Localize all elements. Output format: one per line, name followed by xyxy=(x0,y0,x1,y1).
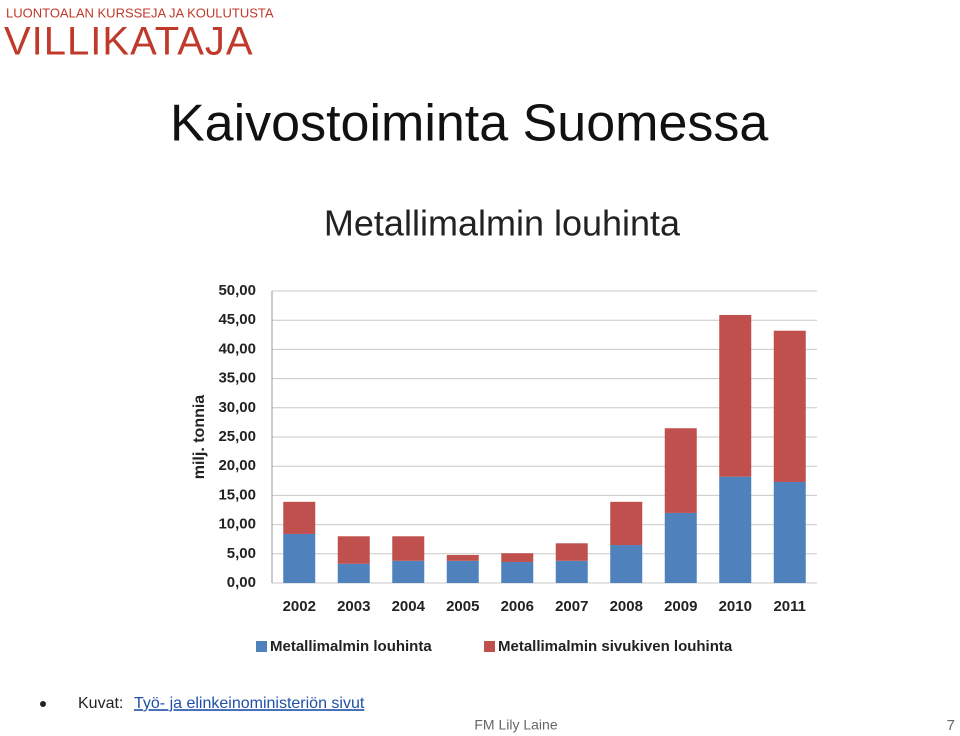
bar-segment xyxy=(283,533,316,583)
y-tick-label: 20,00 xyxy=(218,457,256,474)
x-tick-label: 2010 xyxy=(719,598,752,615)
bar-segment xyxy=(719,476,752,583)
legend-label: Metallimalmin sivukiven louhinta xyxy=(498,638,733,655)
y-tick-label: 5,00 xyxy=(227,545,256,562)
x-tick-label: 2004 xyxy=(392,598,426,615)
x-tick-label: 2005 xyxy=(446,598,479,615)
bar-segment xyxy=(664,512,697,583)
chart-title: Metallimalmin louhinta xyxy=(324,203,681,244)
y-tick-label: 40,00 xyxy=(218,340,256,357)
source-prefix: Kuvat: xyxy=(78,695,123,712)
bar-segment xyxy=(664,428,697,513)
bar-segment xyxy=(446,554,479,561)
bar-segment xyxy=(610,545,643,583)
bar-segment xyxy=(446,560,479,583)
bullet xyxy=(40,701,46,707)
bar-segment xyxy=(773,481,806,583)
footer-author: FM Lily Laine xyxy=(474,717,557,733)
bar-segment xyxy=(719,314,752,477)
bar-segment xyxy=(392,536,425,561)
logo-tagline: LUONTOALAN KURSSEJA JA KOULUTUSTA xyxy=(6,5,274,20)
bar-segment xyxy=(337,563,370,583)
x-tick-label: 2002 xyxy=(283,598,316,615)
slide-title: Kaivostoiminta Suomessa xyxy=(170,95,768,153)
y-tick-label: 25,00 xyxy=(218,428,256,445)
source-link[interactable]: Työ- ja elinkeinoministeriön sivut xyxy=(134,695,365,712)
y-tick-label: 15,00 xyxy=(218,486,256,503)
bar-segment xyxy=(773,330,806,482)
y-tick-label: 45,00 xyxy=(218,311,256,328)
x-tick-label: 2006 xyxy=(501,598,534,615)
y-tick-label: 50,00 xyxy=(218,282,256,299)
legend-label: Metallimalmin louhinta xyxy=(270,638,432,655)
bar-segment xyxy=(501,561,534,583)
logo-name: VILLIKATAJA xyxy=(4,20,254,64)
bar-segment xyxy=(283,501,316,534)
bar-segment xyxy=(501,553,534,562)
y-tick-label: 0,00 xyxy=(227,574,256,591)
x-tick-label: 2011 xyxy=(773,598,806,615)
y-tick-label: 35,00 xyxy=(218,370,256,387)
legend-swatch xyxy=(256,641,267,652)
legend-swatch xyxy=(484,641,495,652)
bar-segment xyxy=(337,536,370,564)
y-axis-label: milj. tonnia xyxy=(191,395,208,480)
x-tick-label: 2007 xyxy=(555,598,588,615)
x-tick-label: 2009 xyxy=(664,598,697,615)
y-tick-label: 10,00 xyxy=(218,516,256,533)
page-number: 7 xyxy=(947,717,955,734)
bar-segment xyxy=(610,501,643,546)
x-tick-label: 2008 xyxy=(610,598,643,615)
bar-segment xyxy=(392,560,425,583)
x-tick-label: 2003 xyxy=(337,598,370,615)
bar-segment xyxy=(555,543,588,561)
bar-segment xyxy=(555,560,588,583)
y-tick-label: 30,00 xyxy=(218,399,256,416)
